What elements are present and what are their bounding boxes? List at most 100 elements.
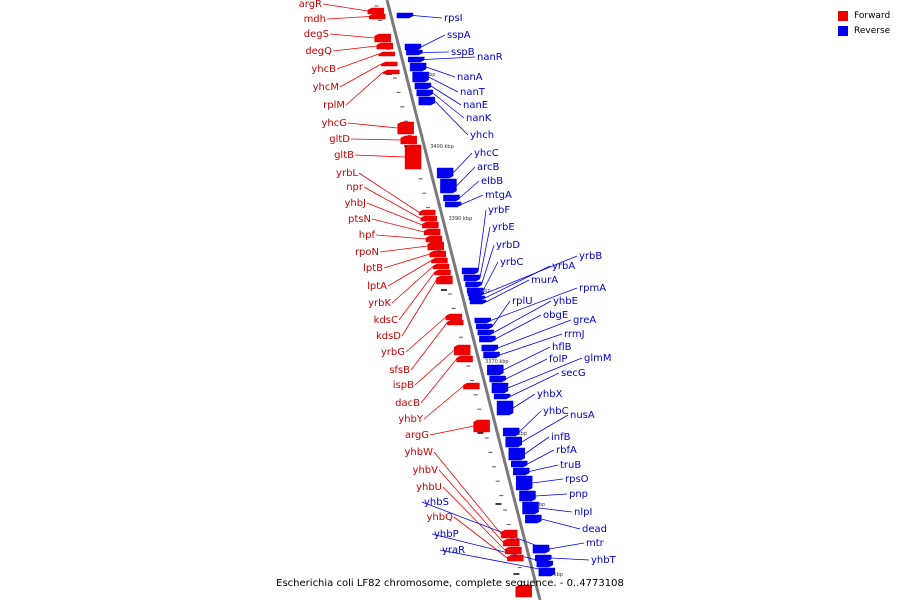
- gene-label-yrbE: yrbE: [492, 222, 515, 233]
- forward-gene-yhbQ: [507, 554, 524, 562]
- reverse-gene-nusA: [505, 436, 522, 448]
- reverse-gene-yhcC: [436, 167, 454, 179]
- gene-label-kdsC: kdsC: [374, 315, 398, 326]
- legend-reverse-label: Reverse: [854, 25, 891, 36]
- leader-line: [347, 122, 398, 129]
- forward-gene-yhbV: [503, 538, 520, 547]
- leader-line: [439, 549, 555, 573]
- leader-line: [401, 279, 437, 337]
- leader-line: [453, 516, 508, 559]
- reverse-gene-nanR: [407, 56, 425, 63]
- leader-line: [366, 202, 423, 226]
- reverse-gene-yhbS: [533, 547, 550, 554]
- leader-line: [423, 385, 464, 420]
- gene-label-yhbP: yhbP: [434, 529, 459, 540]
- gene-label-yrbD: yrbD: [496, 240, 520, 251]
- leader-line: [483, 255, 578, 295]
- reverse-gene-infB: [508, 447, 526, 461]
- gene-label-yhbS: yhbS: [424, 497, 449, 508]
- forward-gene-kdsD: [436, 275, 453, 285]
- forward-gene-argR: [367, 7, 385, 15]
- forward-gene-rplM: [383, 69, 400, 75]
- gene-label-nusA: nusA: [570, 410, 595, 421]
- reverse-gene-nanE: [414, 82, 432, 90]
- leader-line: [521, 414, 569, 443]
- forward-gene-npr: [420, 215, 437, 222]
- forward-gene-ispB: [454, 344, 471, 356]
- forward-swatch: [838, 10, 848, 21]
- forward-gene-sfsB: [446, 319, 464, 326]
- gene-label-degQ: degQ: [305, 46, 332, 57]
- gene-label-obgE: obgE: [543, 310, 568, 321]
- gene-label-yhbQ: yhbQ: [427, 512, 454, 523]
- gene-label-yrbK: yrbK: [368, 298, 391, 309]
- leader-line: [398, 272, 435, 321]
- gene-labels: argR mdh degS degQ yhcB yhcM rplM yhcG gltD gltB y…: [299, 0, 617, 566]
- gene-label-rplM: rplM: [323, 100, 345, 111]
- leader-line: [459, 180, 480, 199]
- legend: Forward Reverse: [838, 8, 890, 38]
- gene-label-murA: murA: [531, 275, 558, 286]
- leader-line: [495, 314, 542, 340]
- chromosome-axis: [385, 0, 542, 600]
- leader-line: [490, 287, 578, 321]
- gene-label-kdsD: kdsD: [376, 331, 401, 342]
- reverse-gene-arcB: [440, 178, 457, 194]
- leader-line: [482, 261, 499, 291]
- gene-label-infB: infB: [551, 432, 571, 443]
- leader-line: [383, 253, 430, 269]
- gene-label-rplU: rplU: [512, 296, 533, 307]
- gene-label-nanA: nanA: [457, 72, 483, 83]
- forward-gene-yrbK: [432, 263, 450, 270]
- reverse-gene-obgE: [479, 335, 496, 343]
- leader-line: [505, 358, 548, 380]
- reverse-gene-hflB: [487, 364, 504, 376]
- leader-line: [363, 186, 421, 219]
- reverse-gene-yrbE: [463, 274, 481, 282]
- leader-line: [532, 478, 564, 484]
- reverse-gene-pnp: [519, 490, 536, 502]
- leader-line: [339, 63, 382, 88]
- gene-label-arcB: arcB: [477, 162, 500, 173]
- forward-gene-yrbG: [445, 313, 463, 321]
- leader-line: [410, 322, 448, 371]
- forward-gene-kdsC: [434, 269, 451, 276]
- reverse-gene-sspB: [406, 49, 423, 56]
- gene-label-yrbB: yrbB: [579, 251, 602, 262]
- leader-line: [535, 493, 568, 497]
- reverse-gene-yhbP: [536, 560, 554, 568]
- leader-line: [491, 300, 511, 327]
- forward-gene-unnamed: [515, 584, 532, 598]
- leader-line: [358, 172, 420, 213]
- gene-label-pnp: pnp: [569, 489, 588, 500]
- gene-label-sspB: sspB: [451, 47, 475, 58]
- reverse-gene-yhch: [418, 96, 436, 106]
- gene-label-rpsI: rpsI: [444, 13, 463, 24]
- gene-label-mtr: mtr: [586, 538, 605, 549]
- gene-label-ispB: ispB: [393, 380, 414, 391]
- gene-label-greA: greA: [573, 315, 596, 326]
- gene-label-nanT: nanT: [460, 87, 486, 98]
- leader-line: [431, 533, 553, 565]
- reverse-gene-nanK: [416, 89, 433, 97]
- leader-line: [460, 194, 484, 205]
- gene-label-yrbL: yrbL: [336, 168, 358, 179]
- gene-label-yraR: yraR: [442, 545, 465, 556]
- reverse-gene-rplU: [476, 323, 493, 330]
- leader-line: [391, 266, 434, 304]
- forward-gene-lptA: [431, 257, 448, 264]
- gene-label-argR: argR: [299, 0, 322, 10]
- gene-label-yhbV: yhbV: [413, 465, 439, 476]
- reverse-gene-nlpI: [522, 501, 539, 515]
- leader-line: [485, 279, 530, 303]
- gene-label-argG: argG: [405, 430, 429, 441]
- leader-line: [412, 15, 443, 19]
- leader-line: [345, 71, 384, 106]
- gene-label-yhbT: yhbT: [591, 555, 617, 566]
- forward-gene-yrbL: [418, 209, 436, 216]
- leader-line: [551, 557, 590, 561]
- reverse-gene-yrbA: [468, 295, 486, 301]
- gene-label-ptsN: ptsN: [348, 214, 371, 225]
- forward-gene-ptsN: [423, 228, 441, 236]
